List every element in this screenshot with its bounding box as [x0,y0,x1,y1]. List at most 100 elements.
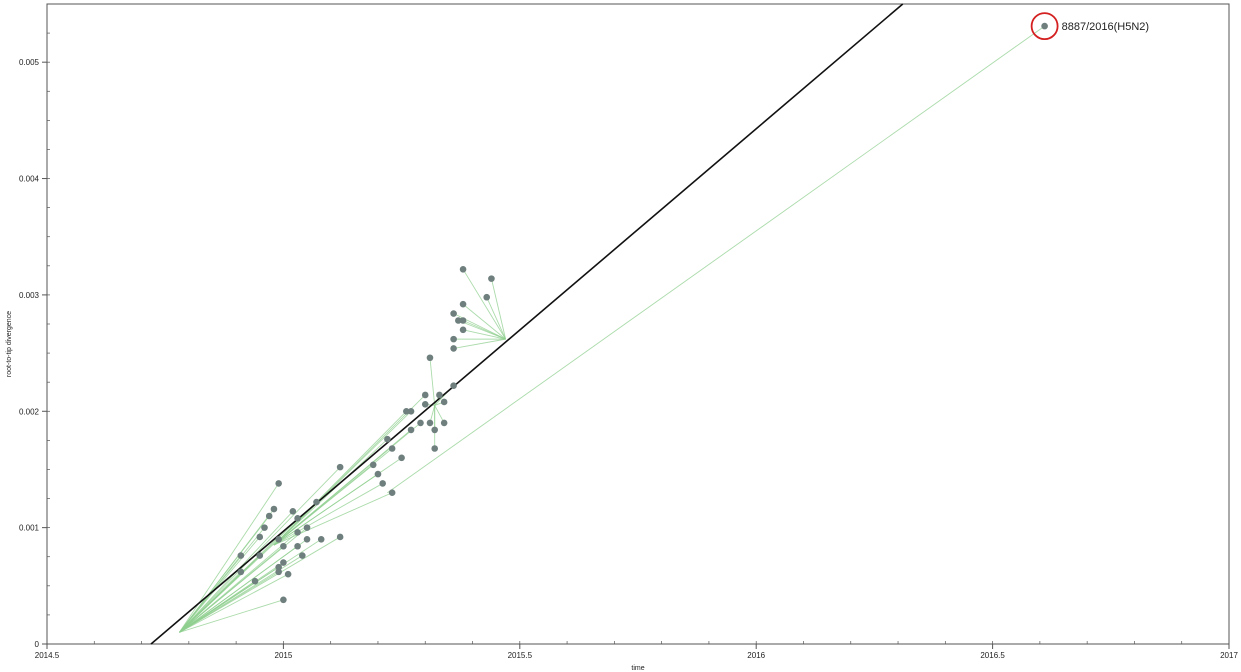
data-point [237,568,245,576]
x-axis: 2014.5 2015 2015.5 2016 2016.5 2017 [35,641,1238,660]
connector-line [490,278,507,340]
data-point [256,533,264,541]
data-point [294,515,301,522]
connector-line [179,599,284,633]
data-point [450,310,457,317]
x-tick-label: 2015 [275,651,293,660]
connector-lines [179,25,1045,633]
connector-line [179,501,317,633]
data-point [488,275,495,282]
data-point [421,400,429,408]
x-tick-label: 2016 [747,651,765,660]
data-point [407,407,415,415]
data-point [384,435,391,443]
data-point [280,596,287,604]
connector-line [179,538,322,633]
data-point [450,382,457,389]
data-point [265,512,273,520]
connector-line [462,329,506,340]
connector-line [387,25,1045,494]
y-tick-label: 0.005 [19,58,40,67]
data-points [237,22,1048,604]
x-tick-label: 2017 [1220,651,1238,660]
y-tick-label: 0.003 [19,291,40,300]
connector-line [179,555,303,633]
connector-line [179,536,341,633]
connector-line [179,573,289,633]
data-point [313,498,320,506]
data-point [284,570,292,578]
data-point [450,345,457,352]
connector-line [434,405,445,424]
data-point [369,461,377,469]
data-point [280,542,287,550]
connector-line [462,303,506,340]
y-axis-title: root-to-tip divergence [6,311,13,377]
data-point [317,535,325,543]
y-tick-label: 0 [35,640,40,649]
x-tick-label: 2015.5 [508,651,533,660]
data-point [294,542,301,550]
data-point [459,317,467,324]
data-point [455,317,462,324]
data-point [299,552,306,559]
y-tick-label: 0.004 [19,175,40,184]
data-point [256,552,264,559]
connector-line [273,492,393,546]
data-point [421,391,429,399]
data-point [403,407,410,415]
connector-line [273,483,383,546]
x-tick-label: 2016.5 [980,651,1005,660]
highlight-label: 8887/2016(H5N2) [1062,21,1149,33]
highlight-ring [1030,12,1059,41]
data-point [440,398,448,406]
data-point [251,577,259,585]
data-point [280,559,287,566]
data-point [275,535,282,543]
connector-line [273,438,388,546]
data-point [237,552,245,559]
connector-line [486,297,507,340]
connector-line [179,466,341,633]
data-point [270,505,278,513]
data-point [303,535,311,543]
data-point [431,426,438,434]
data-point [336,533,344,541]
connector-line [429,357,436,406]
data-point [426,354,434,362]
y-tick-label: 0.001 [19,524,40,533]
data-point [436,391,443,399]
data-point [275,480,282,487]
data-point [459,326,467,334]
y-tick-label: 0.002 [19,407,40,416]
data-point [398,454,405,462]
connector-line [458,320,506,340]
data-point [450,335,457,343]
data-point [431,445,438,452]
data-point [388,489,396,497]
connector-line [179,483,280,633]
data-point [336,463,344,471]
data-point [374,470,382,478]
data-point [426,419,434,427]
connector-line [179,545,298,633]
data-point [440,419,448,427]
x-tick-label: 2014.5 [35,651,60,660]
data-point [303,524,311,531]
data-point [1041,22,1048,30]
data-point [388,445,396,452]
data-point [289,508,297,515]
data-point [261,524,268,531]
data-point [459,300,467,308]
x-axis-title: time [631,665,644,672]
connector-line [453,338,506,349]
data-point [417,419,424,427]
data-point [294,528,301,536]
y-axis: 0 0.001 0.002 0.003 0.004 0.005 [19,3,50,649]
connector-line [462,269,507,340]
data-point [483,293,491,301]
data-point [379,480,386,487]
data-point [275,568,282,576]
